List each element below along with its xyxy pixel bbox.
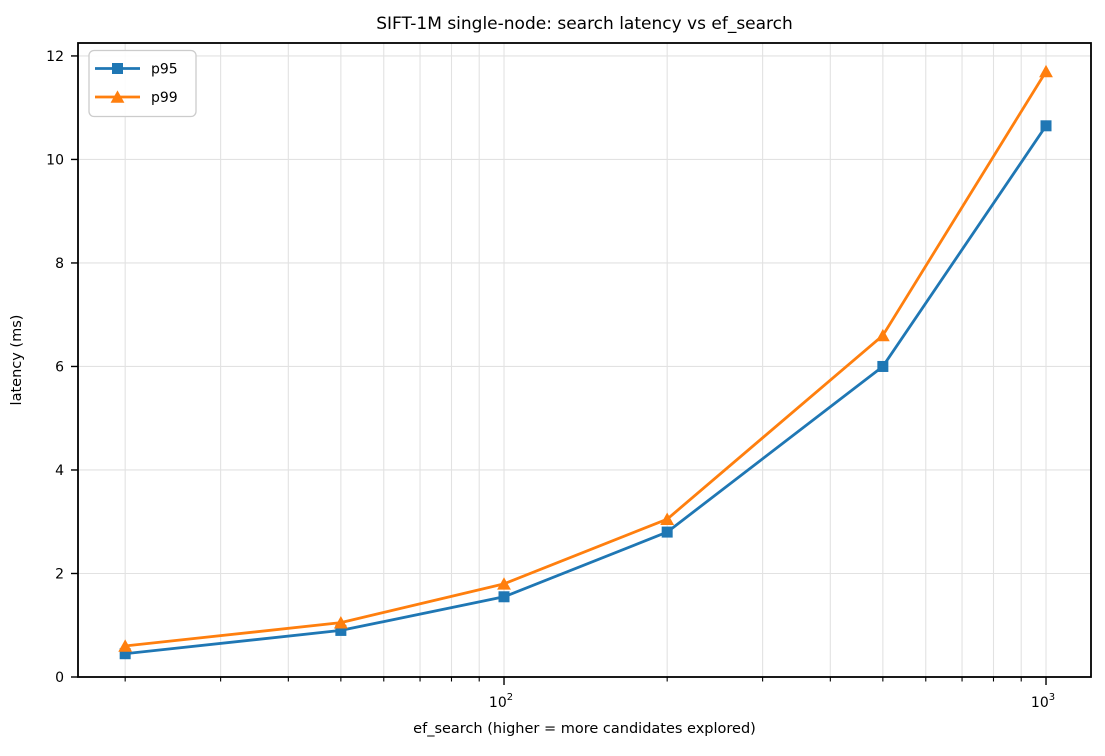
series-p99-marker <box>875 328 890 342</box>
series-p99-marker <box>333 616 348 629</box>
series-p95-marker <box>1040 120 1052 132</box>
plot-background <box>78 43 1091 677</box>
series-p99-marker <box>118 639 133 652</box>
y-tick-label: 10 <box>46 152 64 168</box>
series-p95-marker <box>335 624 347 636</box>
series-p95-marker <box>661 526 673 538</box>
series-p95-marker <box>877 360 889 372</box>
y-tick-label: 2 <box>55 566 64 582</box>
x-tick-label-exp: 2 <box>507 692 513 703</box>
x-tick-label: 102 <box>489 692 513 711</box>
x-tick-label: 103 <box>1031 692 1055 711</box>
plot-border <box>77 42 1092 678</box>
x-axis-label: ef_search (higher = more candidates expl… <box>413 721 756 737</box>
chart-title: SIFT-1M single-node: search latency vs e… <box>376 14 793 34</box>
legend-box <box>88 49 197 118</box>
series-p95-marker <box>119 648 131 660</box>
x-tick-label-base: 10 <box>489 695 507 711</box>
legend-marker-p95 <box>112 63 123 74</box>
series-p95-line <box>123 124 1048 656</box>
series-p99-line <box>123 70 1048 648</box>
legend-label-p95: p95 <box>151 62 178 78</box>
series-p99-marker <box>497 577 511 590</box>
series-p99-marker <box>660 512 675 525</box>
legend-label-p99: p99 <box>151 90 178 106</box>
y-tick-label: 8 <box>55 256 64 272</box>
series-p99-marker <box>1039 64 1053 78</box>
series-p95-marker <box>498 591 510 603</box>
x-tick-label-exp: 3 <box>1049 692 1055 703</box>
y-axis-label: latency (ms) <box>9 315 25 406</box>
legend: p95 p99 <box>88 49 197 118</box>
x-tick-label-base: 10 <box>1031 695 1049 711</box>
y-tick-label: 12 <box>46 49 64 65</box>
y-tick-label: 0 <box>55 670 64 686</box>
y-tick-label: 6 <box>55 359 64 375</box>
y-tick-label: 4 <box>55 463 64 479</box>
legend-marker-p99 <box>110 90 125 103</box>
